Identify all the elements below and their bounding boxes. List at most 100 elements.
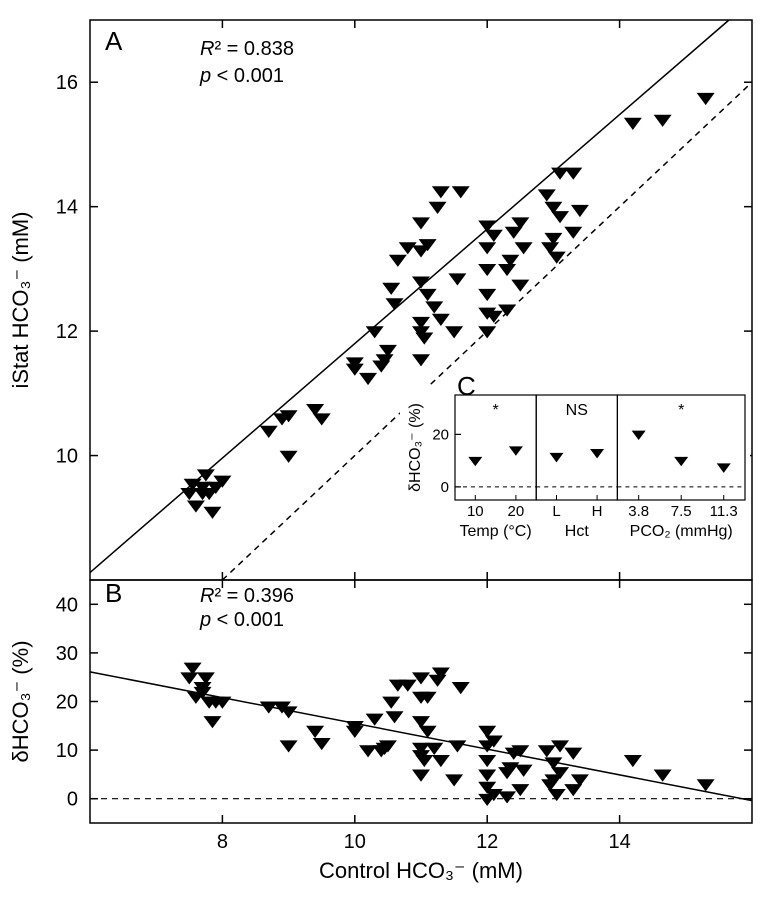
data-marker bbox=[280, 451, 298, 463]
data-marker bbox=[478, 242, 496, 254]
data-marker bbox=[412, 672, 430, 684]
data-marker bbox=[412, 354, 430, 366]
panel-c-ytick-label: 20 bbox=[432, 426, 449, 443]
panel-c-sublabel: Hct bbox=[565, 523, 590, 540]
panel-c-xtick-label: L bbox=[552, 503, 560, 520]
panel-c-sublabel: PCO₂ (mmHg) bbox=[630, 523, 733, 540]
figure-svg: 10 12 14 16 iStat HCO₃⁻ (mM) A R² = 0.838 p < 0… bbox=[0, 0, 782, 898]
panel-b-ytick-label: 20 bbox=[56, 692, 78, 714]
data-marker bbox=[260, 426, 278, 438]
panel-b-xtick-label: 8 bbox=[217, 831, 228, 853]
panel-b-ytick-label: 40 bbox=[56, 594, 78, 616]
panel-c-xtick-label: 3.8 bbox=[628, 503, 649, 520]
data-marker bbox=[654, 770, 672, 782]
figure-container: 10 12 14 16 iStat HCO₃⁻ (mM) A R² = 0.838 p < 0… bbox=[0, 0, 782, 898]
data-marker bbox=[654, 115, 672, 127]
panel-a-ytick-label: 10 bbox=[56, 446, 78, 468]
panel-b-ylabel: δHCO₃⁻ (%) bbox=[8, 640, 33, 762]
data-marker bbox=[313, 413, 331, 425]
panel-c-ytick-label: 0 bbox=[441, 479, 449, 496]
data-marker bbox=[498, 304, 516, 316]
data-marker bbox=[624, 755, 642, 767]
panel-c-xtick-label: 11.3 bbox=[710, 503, 738, 520]
data-marker bbox=[412, 770, 430, 782]
data-marker bbox=[359, 373, 377, 385]
data-marker bbox=[432, 755, 450, 767]
data-marker bbox=[515, 765, 533, 777]
data-marker bbox=[452, 186, 470, 198]
panel-c-xtick-label: H bbox=[592, 503, 603, 520]
panel-c-xtick-label: 7.5 bbox=[671, 503, 692, 520]
data-marker bbox=[306, 726, 324, 738]
data-marker bbox=[571, 205, 589, 217]
data-marker bbox=[548, 789, 566, 801]
panel-c-ylabel: δHCO₃⁻ (%) bbox=[407, 403, 424, 492]
data-marker bbox=[203, 507, 221, 519]
panel-b-xtick-label: 14 bbox=[608, 831, 630, 853]
data-marker bbox=[399, 242, 417, 254]
data-marker bbox=[203, 716, 221, 728]
panel-c-xtick-label: 10 bbox=[467, 503, 484, 520]
data-marker bbox=[425, 743, 443, 755]
data-marker bbox=[419, 289, 437, 301]
panel-a-ytick-label: 16 bbox=[56, 72, 78, 94]
data-marker bbox=[498, 791, 516, 803]
panel-a-r2: R² = 0.838 bbox=[200, 38, 294, 60]
panel-b-ytick-label: 10 bbox=[56, 740, 78, 762]
data-marker bbox=[382, 697, 400, 709]
panel-b-r2: R² = 0.396 bbox=[200, 585, 294, 607]
data-marker bbox=[485, 230, 503, 242]
panel-c-sublabel: Temp (°C) bbox=[460, 523, 532, 540]
data-marker bbox=[511, 280, 529, 292]
data-marker bbox=[366, 714, 384, 726]
data-marker bbox=[313, 738, 331, 750]
data-marker bbox=[538, 745, 556, 757]
panel-b-ytick-label: 30 bbox=[56, 643, 78, 665]
data-marker bbox=[624, 118, 642, 130]
panel-b-xtick-label: 10 bbox=[344, 831, 366, 853]
data-marker bbox=[346, 357, 364, 369]
panel-b-letter: B bbox=[105, 578, 122, 608]
data-marker bbox=[478, 770, 496, 782]
x-axis-label: Control HCO₃⁻ (mM) bbox=[319, 858, 523, 883]
data-marker bbox=[498, 264, 516, 276]
data-marker bbox=[551, 211, 569, 223]
data-marker bbox=[478, 264, 496, 276]
data-marker bbox=[448, 273, 466, 285]
data-marker bbox=[386, 711, 404, 723]
data-marker bbox=[412, 276, 430, 288]
panel-a-ylabel: iStat HCO₃⁻ (mM) bbox=[8, 211, 33, 388]
data-marker bbox=[478, 289, 496, 301]
data-marker bbox=[548, 252, 566, 264]
panel-a-ytick-label: 12 bbox=[56, 321, 78, 343]
data-marker bbox=[697, 93, 715, 105]
data-marker bbox=[511, 784, 529, 796]
panel-a-letter: A bbox=[105, 26, 123, 56]
data-marker bbox=[538, 189, 556, 201]
data-marker bbox=[515, 242, 533, 254]
data-marker bbox=[478, 755, 496, 767]
panel-b-xtick-label: 12 bbox=[476, 831, 498, 853]
data-marker bbox=[697, 779, 715, 791]
panel-c-xtick-label: 20 bbox=[508, 503, 525, 520]
data-marker bbox=[564, 168, 582, 180]
data-marker bbox=[412, 217, 430, 229]
panel-c-sig: NS bbox=[566, 402, 588, 419]
data-marker bbox=[445, 774, 463, 786]
panel-c-sig: * bbox=[678, 402, 684, 419]
data-marker bbox=[382, 283, 400, 295]
data-marker bbox=[448, 740, 466, 752]
panel-b-p: p < 0.001 bbox=[199, 609, 284, 631]
data-marker bbox=[280, 740, 298, 752]
panel-c-sig: * bbox=[492, 402, 498, 419]
panel-b-ytick-label: 0 bbox=[67, 789, 78, 811]
data-marker bbox=[432, 314, 450, 326]
data-marker bbox=[187, 500, 205, 512]
data-marker bbox=[415, 755, 433, 767]
data-marker bbox=[415, 332, 433, 344]
data-marker bbox=[389, 255, 407, 267]
data-marker bbox=[452, 682, 470, 694]
panel-a-ytick-label: 14 bbox=[56, 197, 78, 219]
data-marker bbox=[429, 202, 447, 214]
panel-a-p: p < 0.001 bbox=[199, 65, 284, 87]
